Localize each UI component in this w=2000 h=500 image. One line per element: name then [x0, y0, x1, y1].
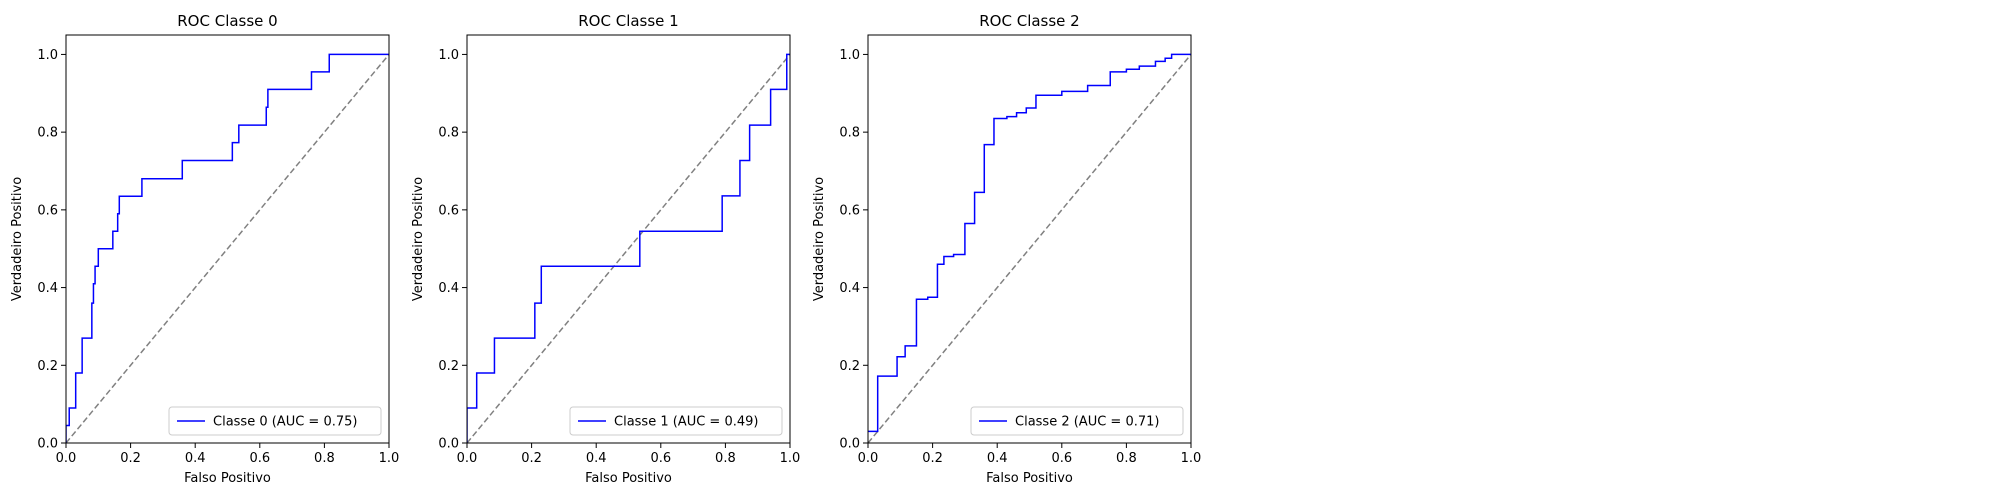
x-tick-label: 0.0: [457, 451, 478, 466]
y-axis-label: Verdadeiro Positivo: [812, 177, 827, 301]
y-tick-label: 0.8: [839, 126, 860, 141]
plot-frame: [65, 34, 390, 444]
y-axis-label: Verdadeiro Positivo: [411, 177, 426, 301]
plot-frame: [466, 34, 791, 444]
x-tick-label: 0.4: [185, 451, 206, 466]
x-tick-label: 0.0: [56, 451, 77, 466]
diagonal-reference-line: [868, 53, 1191, 443]
x-axis-label: Falso Positivo: [986, 471, 1073, 486]
y-tick-label: 0.4: [438, 281, 459, 296]
y-tick-label: 0.6: [438, 203, 459, 218]
legend-box: [970, 406, 1184, 436]
plot-frame: [867, 34, 1192, 444]
x-tick-label: 0.0: [858, 451, 879, 466]
diagonal-reference-line: [66, 53, 389, 443]
x-tick-label: 0.8: [1116, 451, 1137, 466]
y-tick-label: 0.4: [37, 281, 58, 296]
y-tick-label: 0.2: [438, 359, 459, 374]
y-tick-label: 0.6: [37, 203, 58, 218]
x-tick-label: 0.4: [987, 451, 1008, 466]
y-tick-label: 0.8: [438, 126, 459, 141]
x-axis-label: Falso Positivo: [585, 471, 672, 486]
diagonal-reference-line: [467, 53, 790, 443]
x-tick-label: 0.4: [586, 451, 607, 466]
y-tick-label: 1.0: [839, 48, 860, 63]
y-tick-label: 0.6: [839, 203, 860, 218]
chart-title: ROC Classe 2: [979, 12, 1079, 30]
legend-box: [168, 406, 382, 436]
legend-box: [569, 406, 783, 436]
y-tick-label: 0.0: [438, 437, 459, 452]
roc-curve-series-0: [66, 53, 389, 443]
x-tick-label: 0.6: [249, 451, 270, 466]
x-tick-label: 0.8: [314, 451, 335, 466]
y-tick-label: 0.2: [839, 359, 860, 374]
x-tick-label: 1.0: [780, 451, 801, 466]
roc-curve-series-0: [868, 53, 1191, 433]
x-tick-label: 1.0: [1181, 451, 1202, 466]
roc-panel-2: ROC Classe 2 0.0 0.2 0.4 0.6 0.8 1.0 0.0 0.2 0.4 0…: [812, 12, 1201, 486]
legend-label: Classe 2 (AUC = 0.71): [1015, 415, 1159, 430]
roc-curve-series-0: [467, 53, 790, 443]
y-tick-label: 0.4: [839, 281, 860, 296]
y-tick-label: 0.8: [37, 126, 58, 141]
legend-label: Classe 1 (AUC = 0.49): [614, 415, 758, 430]
x-axis-label: Falso Positivo: [184, 471, 271, 486]
chart-title: ROC Classe 1: [578, 12, 678, 30]
roc-panel-1: ROC Classe 1 0.0 0.2 0.4 0.6 0.8 1.0 0.0 0.2 0.4 0…: [411, 12, 800, 486]
x-tick-label: 0.2: [521, 451, 542, 466]
x-tick-label: 0.2: [922, 451, 943, 466]
x-tick-label: 1.0: [379, 451, 400, 466]
x-tick-label: 0.2: [120, 451, 141, 466]
x-tick-label: 0.6: [1051, 451, 1072, 466]
y-tick-label: 0.0: [37, 437, 58, 452]
chart-title: ROC Classe 0: [177, 12, 277, 30]
x-tick-label: 0.8: [715, 451, 736, 466]
y-tick-label: 1.0: [37, 48, 58, 63]
y-tick-label: 1.0: [438, 48, 459, 63]
y-axis-label: Verdadeiro Positivo: [10, 177, 25, 301]
y-tick-label: 0.0: [839, 437, 860, 452]
y-tick-label: 0.2: [37, 359, 58, 374]
roc-panel-0: ROC Classe 0 0.0 0.2 0.4 0.6 0.8 1.0 0.0 0.2 0.4 0…: [10, 12, 399, 486]
legend-label: Classe 0 (AUC = 0.75): [213, 415, 357, 430]
x-tick-label: 0.6: [650, 451, 671, 466]
